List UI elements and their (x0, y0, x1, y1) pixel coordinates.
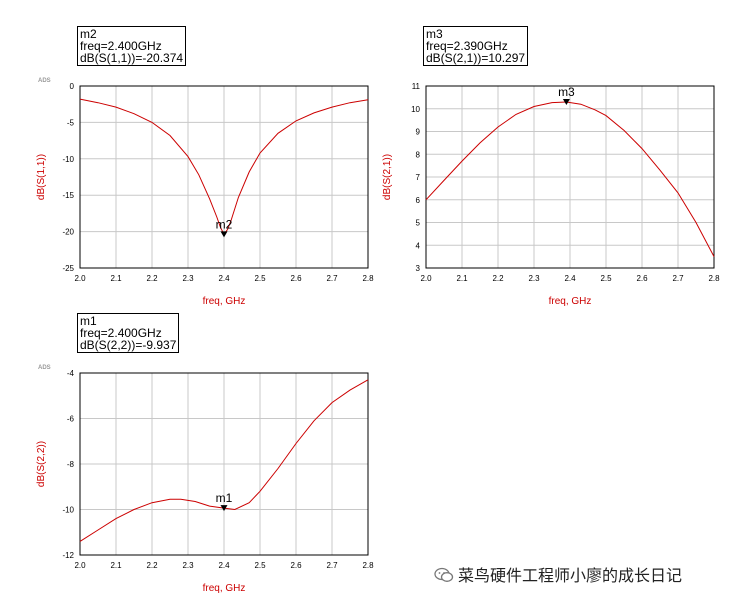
x-tick-label: 2.2 (146, 274, 158, 283)
x-tick-label: 2.1 (110, 561, 122, 570)
plot-frame (79, 372, 369, 556)
x-tick-label: 2.8 (362, 274, 374, 283)
y-tick-label: 10 (411, 105, 420, 114)
marker-label: m1 (216, 491, 233, 505)
y-tick-label: -4 (67, 369, 75, 378)
marker-triangle (220, 231, 228, 238)
chart-3: 2.0 2.1 2.2 2.3 2.4 2.5 2.6 2.7 2.8 -4 -6 -8 -10 -12 f… (36, 365, 374, 594)
x-tick-label: 2.4 (218, 561, 230, 570)
x-tick-label: 2.5 (600, 274, 612, 283)
x-tick-label: 2.4 (564, 274, 576, 283)
y-tick-label: 4 (416, 241, 421, 250)
x-tick-label: 2.5 (254, 274, 266, 283)
y-tick-label: 8 (416, 150, 421, 159)
marker-readout-line: m1 (80, 314, 97, 328)
x-axis-label: freq, GHz (203, 296, 246, 307)
y-tick-label: -6 (67, 415, 75, 424)
y-tick-label: -10 (62, 506, 74, 515)
y-tick-label: -25 (62, 264, 74, 273)
x-tick-label: 2.3 (528, 274, 540, 283)
y-tick-label: 9 (416, 128, 421, 137)
x-tick-label: 2.0 (74, 561, 86, 570)
x-tick-label: 2.1 (456, 274, 468, 283)
marker-label: m2 (216, 217, 233, 231)
x-tick-label: 2.2 (492, 274, 504, 283)
watermark: 菜鸟硬件工程师小廖的成长日记 (434, 562, 682, 586)
x-tick-label: 2.8 (708, 274, 720, 283)
y-tick-label: 6 (416, 196, 421, 205)
y-tick-label: -5 (67, 118, 75, 127)
x-tick-label: 2.4 (218, 274, 230, 283)
x-tick-label: 2.0 (74, 274, 86, 283)
y-axis-label: dB(S(2,2)) (36, 441, 47, 487)
x-axis-label: freq, GHz (203, 583, 246, 594)
marker-readout-line: freq=2.400GHz (80, 39, 162, 53)
x-tick-label: 2.1 (110, 274, 122, 283)
x-tick-label: 2.6 (636, 274, 648, 283)
plot-frame (79, 85, 369, 269)
x-tick-label: 2.8 (362, 561, 374, 570)
series-line (425, 101, 715, 257)
x-tick-label: 2.2 (146, 561, 158, 570)
y-axis-label: dB(S(2,1)) (382, 154, 393, 200)
x-tick-label: 2.7 (326, 274, 338, 283)
x-tick-label: 2.5 (254, 561, 266, 570)
marker-readout-line: dB(S(1,1))=-20.374 (80, 51, 184, 65)
chart-2: 2.0 2.1 2.2 2.3 2.4 2.5 2.6 2.7 2.8 11 10 9 8 7 6 5 4 3 fr… (382, 82, 720, 307)
y-tick-label: 11 (412, 82, 421, 91)
y-tick-label: -10 (62, 155, 74, 164)
marker-readout: m1 freq=2.400GHz dB(S(2,2))=-9.937 (77, 313, 180, 353)
ads-label: ADS (38, 365, 51, 371)
marker-readout: m2 freq=2.400GHz dB(S(1,1))=-20.374 (77, 26, 187, 66)
x-tick-label: 2.0 (420, 274, 432, 283)
marker-readout-line: dB(S(2,1))=10.297 (426, 51, 526, 65)
marker-readout-line: freq=2.390GHz (426, 39, 508, 53)
x-tick-label: 2.6 (290, 274, 302, 283)
marker-triangle (562, 98, 570, 105)
marker-label: m3 (558, 85, 575, 99)
marker-readout-line: freq=2.400GHz (80, 326, 162, 340)
plot-frame (425, 85, 715, 269)
x-tick-label: 2.3 (182, 274, 194, 283)
x-tick-label: 2.3 (182, 561, 194, 570)
marker-triangle (220, 505, 228, 512)
y-tick-label: 5 (416, 219, 421, 228)
marker-readout-line: m3 (426, 27, 443, 41)
marker-readout-line: m2 (80, 27, 97, 41)
y-tick-label: 7 (416, 173, 421, 182)
x-tick-label: 2.6 (290, 561, 302, 570)
y-tick-label: 0 (70, 82, 75, 91)
wechat-icon (434, 567, 454, 582)
marker-readout-line: dB(S(2,2))=-9.937 (80, 338, 177, 352)
marker-readout: m3 freq=2.390GHz dB(S(2,1))=10.297 (423, 26, 529, 66)
y-tick-label: -15 (62, 191, 74, 200)
x-tick-label: 2.7 (672, 274, 684, 283)
watermark-text: 菜鸟硬件工程师小廖的成长日记 (458, 566, 683, 585)
chart-1: 2.0 2.1 2.2 2.3 2.4 2.5 2.6 2.7 2.8 0 -5 -10 -15 -20 -… (36, 78, 374, 307)
y-tick-label: 3 (416, 264, 421, 273)
y-axis-label: dB(S(1,1)) (36, 154, 47, 200)
x-tick-label: 2.7 (326, 561, 338, 570)
x-axis-label: freq, GHz (549, 296, 592, 307)
y-tick-label: -12 (62, 551, 74, 560)
ads-label: ADS (38, 78, 51, 84)
y-tick-label: -8 (67, 460, 75, 469)
y-tick-label: -20 (62, 228, 74, 237)
